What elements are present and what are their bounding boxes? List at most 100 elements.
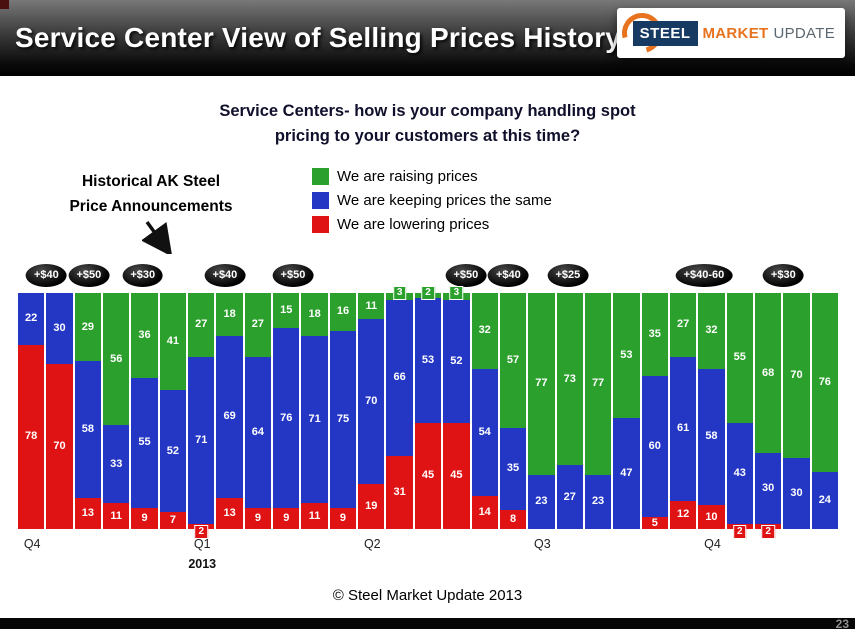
bottom-strip: 23 — [0, 618, 855, 629]
bar-segment-same: 71 — [188, 356, 215, 525]
price-announcement-badge: +$50 — [272, 264, 314, 287]
bar-column: 22 78 — [18, 293, 45, 529]
bar-column: 55 43 2 — [726, 293, 753, 539]
legend-label: We are raising prices — [337, 168, 478, 185]
bar-segment-raising: 32 — [471, 293, 498, 369]
bar-segment-same: 47 — [613, 418, 640, 529]
bar-segment-lowering: 13 — [216, 498, 243, 529]
price-announcement-badge: +$40-60 — [675, 264, 733, 287]
bar-column: 3 52 45 — [443, 286, 470, 529]
price-announcement-badge: +$30 — [762, 264, 804, 287]
bar-segment-same: 43 — [726, 422, 753, 525]
bar-column: 11 70 19 — [358, 293, 385, 529]
bar-segment-same: 52 — [443, 300, 470, 423]
down-right-arrow-icon — [142, 220, 173, 254]
bar-value-chip: 2 — [421, 286, 435, 300]
bar-column: 77 23 — [528, 293, 555, 529]
bar-segment-lowering: 9 — [131, 507, 158, 529]
page-title: Service Center View of Selling Prices Hi… — [15, 22, 622, 53]
bar-column: 68 30 2 — [754, 293, 782, 539]
bar-segment-raising: 55 — [726, 293, 753, 423]
bar-segment-same: 30 — [754, 453, 782, 525]
bar-column: 16 75 9 — [329, 293, 357, 529]
bar-value-chip: 2 — [761, 525, 775, 539]
bar-segment-same: 23 — [584, 474, 612, 529]
bar-segment-raising: 53 — [613, 293, 640, 419]
bar-column: 57 35 8 — [499, 293, 527, 529]
bar-segment-lowering: 13 — [74, 498, 102, 529]
header-band: Service Center View of Selling Prices Hi… — [0, 0, 855, 76]
bar-column: 36 55 9 — [131, 293, 158, 529]
bar-column: 2 53 45 — [414, 286, 442, 529]
bar-column: 76 24 — [811, 293, 838, 529]
bar-segment-raising: 56 — [103, 293, 130, 426]
bar-segment-raising: 76 — [811, 293, 838, 473]
legend-label: We are keeping prices the same — [337, 192, 552, 209]
price-announcement-badge: +$40 — [25, 264, 67, 287]
logo-word-update: UPDATE — [773, 24, 835, 42]
bar-column: 73 27 — [556, 293, 583, 529]
bar-column: 53 47 — [613, 293, 640, 529]
x-axis-tick: Q1 2013 — [188, 537, 217, 572]
bar-column: 35 60 5 — [641, 293, 668, 529]
bar-segment-raising: 18 — [301, 293, 328, 336]
bar-segment-same: 61 — [669, 356, 697, 501]
bar-segment-raising: 16 — [329, 293, 357, 331]
bar-segment-lowering: 9 — [273, 507, 300, 529]
bar-segment-same: 55 — [131, 377, 158, 508]
legend-color-swatch-icon — [312, 216, 329, 233]
bar-segment-lowering: 19 — [358, 484, 385, 529]
bar-segment-raising: 18 — [216, 293, 243, 336]
bar-column: 29 58 13 — [74, 293, 102, 529]
bar-segment-lowering: 45 — [443, 422, 470, 529]
legend-color-swatch-icon — [312, 192, 329, 209]
question-line2: pricing to your customers at this time? — [274, 126, 581, 145]
ak-note-line1: Historical AK Steel — [81, 173, 221, 190]
bar-segment-raising: 15 — [273, 293, 300, 329]
bar-segment-lowering: 5 — [641, 517, 668, 529]
bar-value-chip: 3 — [392, 286, 407, 300]
bar-segment-same: 54 — [471, 368, 498, 496]
corner-accent — [0, 0, 9, 9]
price-announcement-badge: +$40 — [487, 264, 529, 287]
bar-segment-same: 76 — [273, 328, 300, 508]
bar-segment-same: 33 — [103, 425, 130, 504]
bar-value-chip: 2 — [733, 525, 747, 539]
bar-column: 27 64 9 — [244, 293, 272, 529]
bar-segment-lowering: 12 — [669, 500, 697, 529]
logo-word-market: MARKET — [702, 24, 769, 42]
bar-segment-raising: 57 — [499, 293, 527, 428]
legend-color-swatch-icon — [312, 168, 329, 185]
bar-segment-lowering: 70 — [46, 363, 73, 529]
bar-column: 56 33 11 — [103, 293, 130, 529]
bar-segment-same: 30 — [46, 293, 73, 364]
bar-segment-lowering: 9 — [329, 507, 357, 529]
bar-segment-same: 52 — [159, 389, 187, 513]
bar-segment-lowering: 14 — [471, 495, 498, 529]
price-badges-row: +$40 +$50 +$30 +$40 +$50 +$50 +$40 +$25 +$40-60 +… — [18, 264, 840, 287]
x-axis: Q4 Q1 2013 Q2 Q3 Q4 — [18, 536, 840, 576]
legend-item: We are keeping prices the same — [312, 192, 552, 209]
bar-segment-lowering: 9 — [244, 507, 272, 529]
bar-segment-lowering: 11 — [301, 503, 328, 529]
bar-column: 41 52 7 — [159, 293, 187, 529]
bar-segment-raising: 29 — [74, 293, 102, 362]
bar-segment-lowering: 31 — [386, 455, 413, 529]
bar-segment-same: 60 — [641, 375, 668, 518]
bar-segment-raising: 73 — [556, 293, 583, 466]
bar-segment-raising: 77 — [528, 293, 555, 475]
bar-segment-same: 58 — [74, 361, 102, 499]
price-announcement-badge: +$50 — [445, 264, 487, 287]
price-announcement-badge: +$40 — [204, 264, 246, 287]
bar-segment-same: 75 — [329, 330, 357, 508]
price-announcement-badge: +$50 — [68, 264, 110, 287]
bar-segment-raising: 11 — [358, 293, 385, 319]
price-announcement-badge: +$30 — [122, 264, 164, 287]
bar-segment-same: 66 — [386, 300, 413, 456]
bar-segment-raising: 27 — [188, 293, 215, 357]
bar-segment-same: 30 — [783, 458, 810, 529]
bar-value-chip: 3 — [449, 286, 464, 300]
bar-segment-same: 64 — [244, 356, 272, 508]
bar-segment-same: 24 — [811, 472, 838, 529]
